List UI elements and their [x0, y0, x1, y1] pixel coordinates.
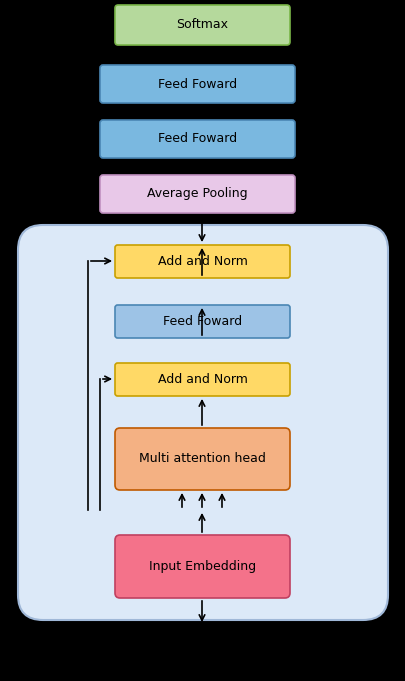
FancyBboxPatch shape [115, 363, 289, 396]
Text: Input Embedding: Input Embedding [149, 560, 256, 573]
Text: Softmax: Softmax [176, 18, 228, 31]
FancyBboxPatch shape [115, 305, 289, 338]
FancyBboxPatch shape [115, 5, 289, 45]
FancyBboxPatch shape [100, 175, 294, 213]
FancyBboxPatch shape [115, 428, 289, 490]
Text: Multi attention head: Multi attention head [139, 452, 265, 466]
FancyBboxPatch shape [115, 245, 289, 278]
FancyBboxPatch shape [100, 120, 294, 158]
FancyBboxPatch shape [18, 225, 387, 620]
FancyBboxPatch shape [100, 65, 294, 103]
Text: Feed Foward: Feed Foward [158, 133, 237, 146]
Text: Feed Foward: Feed Foward [158, 78, 237, 91]
FancyBboxPatch shape [115, 535, 289, 598]
Text: Average Pooling: Average Pooling [147, 187, 247, 200]
Text: Feed Foward: Feed Foward [162, 315, 241, 328]
Text: Add and Norm: Add and Norm [157, 373, 247, 386]
Text: Add and Norm: Add and Norm [157, 255, 247, 268]
